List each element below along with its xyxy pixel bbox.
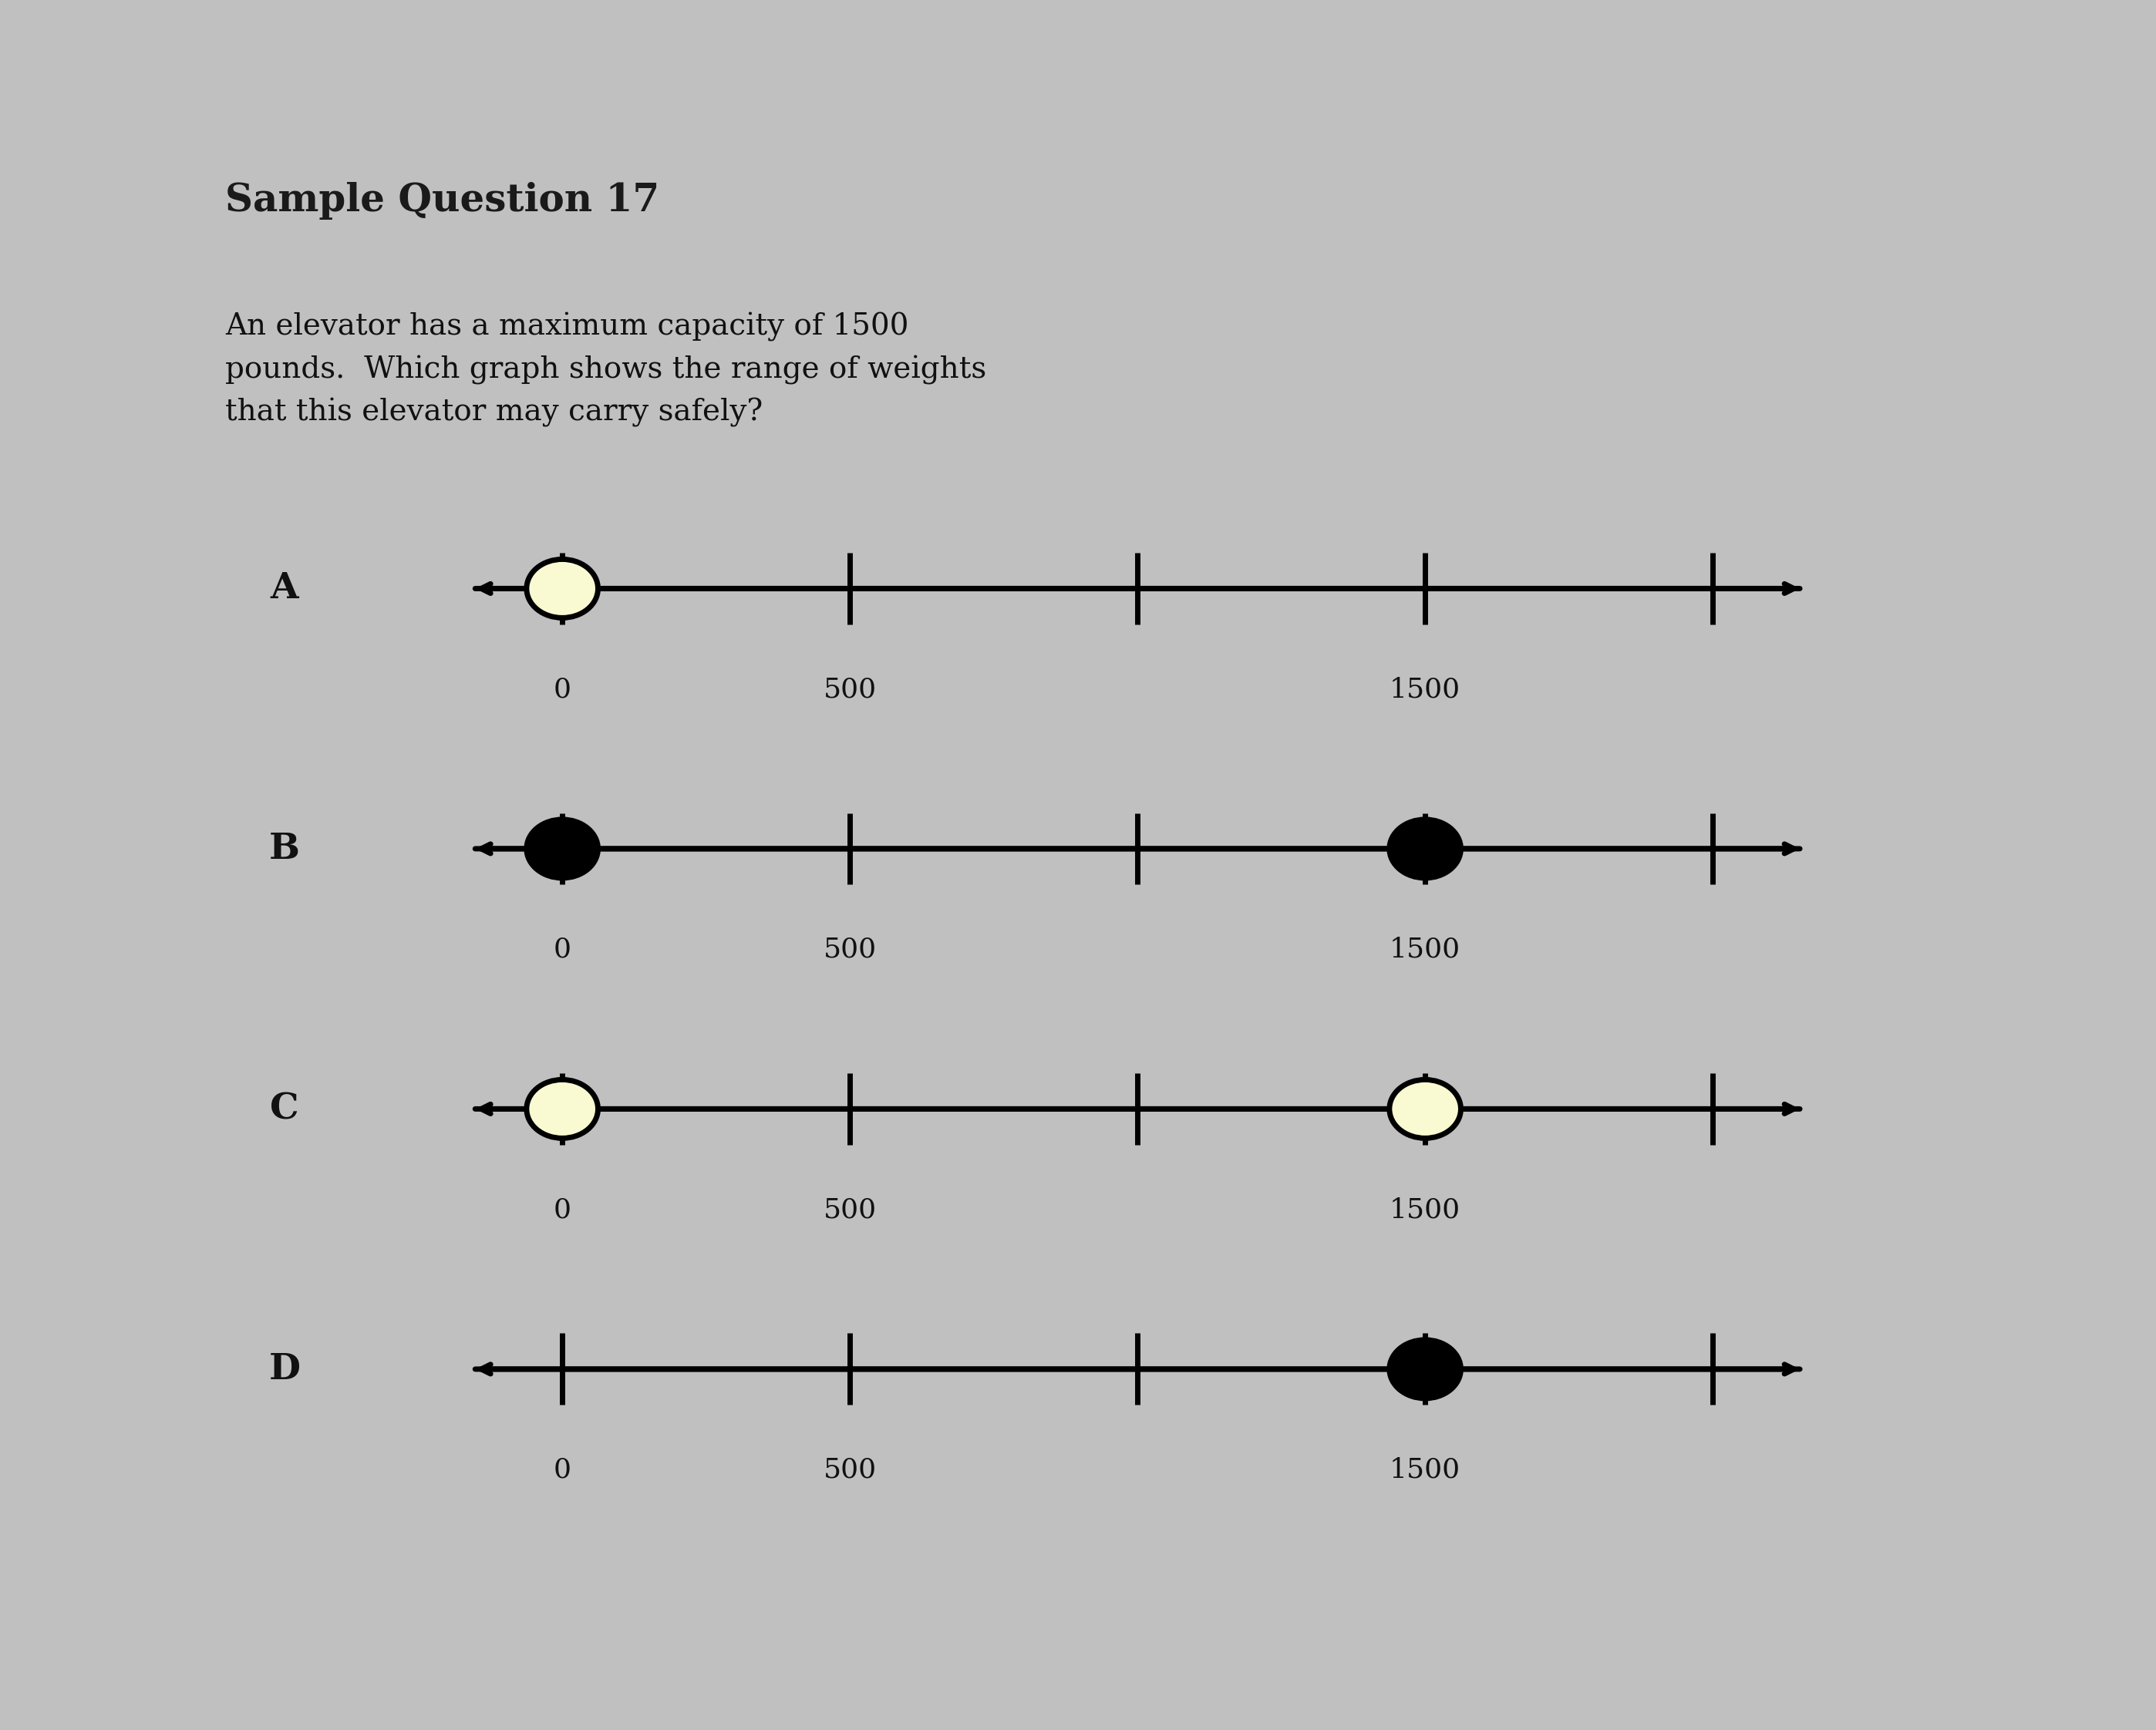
Text: 0: 0 [554, 676, 571, 702]
Text: Sample Question 17: Sample Question 17 [224, 182, 660, 220]
Circle shape [1388, 1080, 1462, 1138]
Circle shape [526, 820, 597, 879]
Circle shape [1388, 820, 1462, 879]
Text: B: B [270, 830, 300, 867]
Text: 1500: 1500 [1391, 1457, 1460, 1483]
Text: 0: 0 [554, 1457, 571, 1483]
Text: 1500: 1500 [1391, 676, 1460, 702]
Text: 500: 500 [824, 1197, 877, 1223]
Circle shape [526, 1080, 597, 1138]
Text: An elevator has a maximum capacity of 1500
pounds.  Which graph shows the range : An elevator has a maximum capacity of 15… [224, 311, 985, 427]
Text: 0: 0 [554, 1197, 571, 1223]
Text: 1500: 1500 [1391, 1197, 1460, 1223]
Text: D: D [270, 1351, 300, 1387]
Text: 0: 0 [554, 936, 571, 964]
Text: 500: 500 [824, 676, 877, 702]
Text: 1500: 1500 [1391, 936, 1460, 964]
Circle shape [1388, 1339, 1462, 1398]
Text: 500: 500 [824, 1457, 877, 1483]
Text: A: A [270, 571, 300, 605]
Text: C: C [270, 1092, 300, 1126]
Text: 500: 500 [824, 936, 877, 964]
Circle shape [526, 559, 597, 618]
